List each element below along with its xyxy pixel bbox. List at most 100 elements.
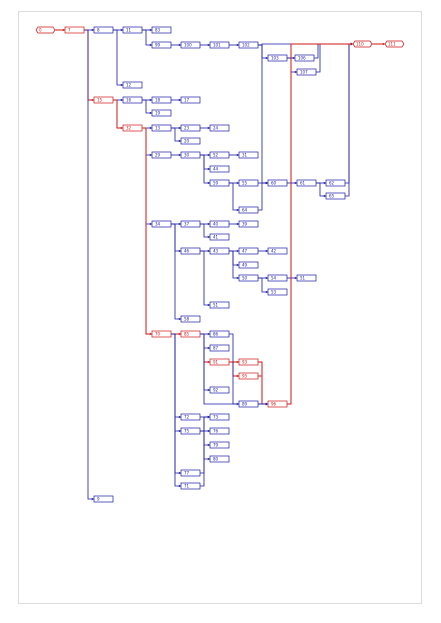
edge-arrowhead: [292, 56, 295, 60]
edge-arrowhead: [236, 360, 239, 364]
edge-30-59: [200, 154, 210, 184]
edge-46-51: [200, 250, 210, 306]
edge-30-44: [200, 154, 210, 170]
node-box: [93, 96, 114, 104]
node-box: [209, 427, 230, 435]
node-label: 49: [242, 263, 248, 268]
edge-arrowhead: [120, 126, 123, 130]
edge-arrowhead: [91, 28, 94, 32]
node-20: 20: [180, 137, 201, 145]
node-box: [93, 495, 114, 503]
node-label: 32: [126, 126, 132, 131]
node-87: 87: [209, 344, 230, 352]
edge-arrowhead: [149, 332, 152, 336]
node-62: 62: [325, 179, 346, 187]
node-box: [151, 41, 172, 49]
edge-arrowhead: [207, 43, 210, 47]
node-8: 8: [93, 26, 114, 34]
node-24: 24: [209, 124, 230, 132]
node-85: 85: [180, 330, 201, 338]
node-30: 30: [180, 151, 201, 159]
edge-arrowhead: [178, 98, 181, 102]
node-box: [209, 386, 230, 394]
node-103: 103: [267, 54, 288, 62]
node-box: [209, 124, 230, 132]
node-42: 42: [267, 247, 288, 255]
node-label: 83: [155, 28, 161, 33]
node-box: [325, 179, 346, 187]
edge-61-65: [316, 182, 326, 197]
edge-11-99: [142, 29, 152, 46]
edge-arrowhead: [265, 249, 268, 253]
edge-96-110: [287, 43, 353, 405]
node-label: 46: [184, 249, 190, 254]
node-59: 59: [209, 179, 230, 187]
edge-arrowhead: [207, 222, 210, 226]
edge-34-58: [171, 223, 181, 320]
edge-arrowhead: [178, 429, 181, 433]
edge-arrowhead: [323, 194, 326, 198]
node-34: 34: [151, 220, 172, 228]
edge-43-50: [229, 250, 239, 279]
node-label: 7: [68, 28, 71, 33]
node-label: 15: [97, 98, 103, 103]
node-box: [384, 40, 405, 48]
node-label: 11: [126, 28, 132, 33]
edge-70-77: [171, 333, 181, 474]
node-box: [238, 400, 259, 408]
node-80: 80: [209, 455, 230, 463]
nodes-layer: 0 7 8 11 83 99 100 101 102 103 106 107 110 111 12 15 16 1…: [35, 26, 405, 503]
node-label: 54: [271, 276, 277, 281]
edge-arrowhead: [178, 153, 181, 157]
node-77: 77: [180, 469, 201, 477]
node-label: 75: [184, 429, 190, 434]
edge-arrowhead: [120, 98, 123, 102]
node-16: 16: [122, 96, 143, 104]
node-box: [209, 41, 230, 49]
edge-arrowhead: [91, 497, 94, 501]
node-box: [238, 220, 259, 228]
node-75: 75: [180, 427, 201, 435]
node-label: 61: [300, 181, 306, 186]
node-box: [209, 441, 230, 449]
node-label: 73: [213, 415, 219, 420]
edge-arrowhead: [265, 181, 268, 185]
edge-arrowhead: [91, 98, 94, 102]
node-91: 91: [209, 358, 230, 366]
node-label: 17: [184, 98, 190, 103]
edge-arrowhead: [149, 126, 152, 130]
edge-16-19: [142, 99, 152, 114]
edge-arrowhead: [236, 263, 239, 267]
node-box: [296, 68, 317, 76]
node-label: 42: [271, 249, 277, 254]
node-label: 60: [271, 181, 277, 186]
edge-arrowhead: [350, 42, 353, 46]
node-93: 93: [238, 358, 259, 366]
edge-43-49: [229, 250, 239, 266]
node-86: 86: [209, 330, 230, 338]
edge-arrowhead: [178, 317, 181, 321]
node-box: [352, 40, 373, 48]
node-box: [238, 358, 259, 366]
edge-arrowhead: [207, 303, 210, 307]
node-46: 46: [180, 247, 201, 255]
edge-arrowhead: [323, 181, 326, 185]
node-49: 49: [238, 261, 259, 269]
node-71: 71: [180, 482, 201, 490]
node-label: 44: [213, 167, 219, 172]
node-95: 95: [238, 372, 259, 380]
edge-arrowhead: [149, 222, 152, 226]
edge-15-32: [113, 99, 123, 129]
node-11: 11: [122, 26, 143, 34]
node-83: 83: [151, 26, 172, 34]
node-box: [180, 137, 201, 145]
node-29: 29: [151, 151, 172, 159]
node-9: 9: [93, 495, 114, 503]
node-box: [151, 109, 172, 117]
edge-arrowhead: [294, 70, 297, 74]
node-43: 43: [209, 247, 230, 255]
edge-arrowhead: [207, 249, 210, 253]
edge-arrowhead: [178, 332, 181, 336]
node-label: 30: [184, 153, 190, 158]
edge-arrowhead: [236, 222, 239, 226]
